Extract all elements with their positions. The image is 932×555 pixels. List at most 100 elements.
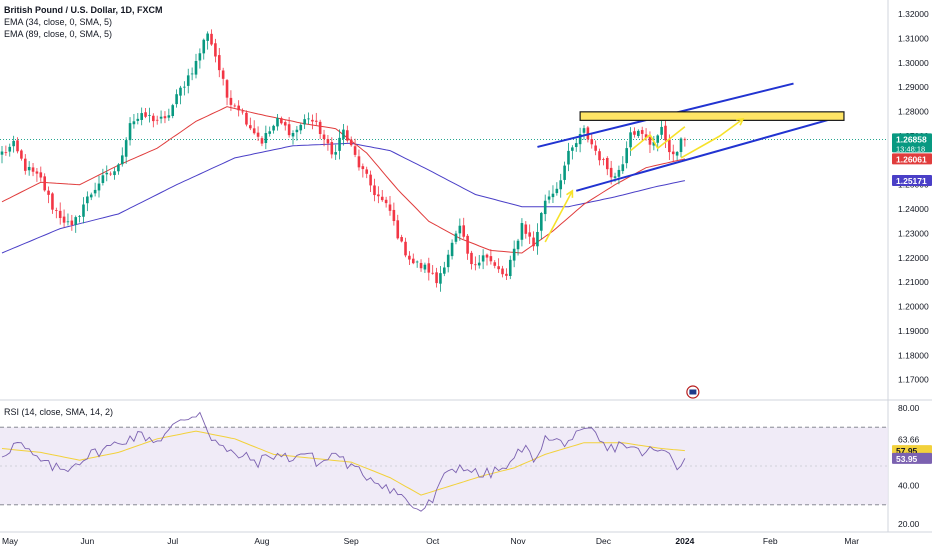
candle-body — [458, 225, 462, 234]
ema34-legend[interactable]: EMA (34, close, 0, SMA, 5) — [4, 17, 113, 27]
candle-body — [660, 126, 663, 135]
candle-body — [183, 86, 186, 88]
ema89-legend[interactable]: EMA (89, close, 0, SMA, 5) — [4, 29, 113, 39]
candle-body — [264, 133, 268, 144]
candle-body — [419, 262, 423, 269]
candle-body — [349, 139, 353, 146]
candle-body — [291, 133, 295, 137]
candle-body — [512, 248, 516, 261]
candle-body — [237, 105, 240, 111]
candle-body — [571, 147, 574, 151]
candle-body — [229, 97, 233, 105]
time-tick-label: 2024 — [675, 536, 694, 546]
candle-body — [120, 155, 124, 165]
candle-body — [31, 167, 35, 172]
candle-body — [384, 199, 388, 204]
candle-body — [388, 204, 392, 211]
candle-body — [365, 169, 369, 174]
candle-body — [621, 164, 625, 172]
candle-body — [536, 231, 539, 247]
candle-body — [625, 148, 628, 164]
candle-body — [256, 132, 260, 137]
candle-body — [326, 139, 330, 144]
candle-body — [454, 233, 458, 242]
candle-body — [27, 166, 31, 171]
candle-body — [214, 43, 217, 57]
ema34-badge-bg — [892, 153, 932, 165]
candle-body — [671, 151, 675, 155]
candle-body — [202, 39, 206, 54]
candle-body — [602, 158, 605, 160]
candle-body — [74, 217, 78, 225]
candle-body — [295, 129, 299, 133]
time-tick-label: Aug — [254, 536, 269, 546]
candle-body — [155, 119, 159, 121]
price-tick-label: 1.18000 — [898, 350, 929, 360]
candle-body — [528, 232, 531, 237]
candle-body — [392, 209, 396, 222]
candle-body — [307, 118, 310, 120]
candle-body — [637, 130, 640, 136]
candle-body — [629, 132, 632, 148]
candle-body — [132, 121, 136, 125]
candle-body — [613, 176, 617, 178]
candle-body — [16, 140, 19, 152]
candle-body — [582, 128, 586, 133]
price-tick-label: 1.20000 — [898, 302, 929, 312]
candle-body — [338, 137, 341, 151]
candle-body — [439, 273, 442, 284]
candle-body — [206, 33, 209, 41]
candle-body — [249, 125, 252, 129]
candle-body — [136, 118, 140, 121]
rsi-tick-label: 63.66 — [898, 435, 920, 445]
candle-body — [594, 145, 597, 151]
candle-body — [633, 131, 636, 135]
candle-body — [144, 112, 147, 117]
candle-body — [148, 114, 151, 116]
candle-body — [252, 128, 256, 134]
ema89-badge: 1.25171 — [892, 175, 932, 187]
rsi-legend-label[interactable]: RSI (14, close, SMA, 14, 2) — [4, 407, 114, 417]
arrow-head-end — [736, 117, 745, 126]
rsi-ma-badge-text: 57.95 — [896, 446, 918, 456]
candle-body — [140, 113, 143, 120]
price-tick-label: 1.30000 — [898, 58, 929, 68]
symbol-title[interactable]: British Pound / U.S. Dollar, 1D, FXCM — [4, 5, 163, 15]
candle-body — [283, 122, 287, 126]
candle-body — [400, 237, 403, 242]
ema34-badge: 1.26061 — [892, 153, 932, 165]
candle-body — [105, 172, 109, 175]
time-tick-label: Sep — [344, 536, 359, 546]
rsi-tick-label: 80.00 — [898, 403, 920, 413]
time-tick-label: Jun — [81, 536, 95, 546]
candle-body — [39, 172, 43, 178]
candle-body — [578, 134, 582, 145]
candle-body — [66, 221, 70, 223]
candle-body — [423, 264, 427, 270]
candle-body — [497, 266, 500, 270]
candle-body — [8, 146, 12, 152]
candle-body — [508, 259, 512, 277]
candle-body — [450, 242, 454, 257]
projection-arrow-end — [680, 118, 744, 159]
rsi-band — [0, 427, 888, 505]
candle-body — [431, 272, 434, 274]
price-tick-label: 1.21000 — [898, 277, 929, 287]
candle-body — [217, 55, 221, 71]
candle-body — [656, 135, 660, 143]
candle-body — [505, 273, 508, 276]
candle-body — [97, 183, 101, 191]
rsi-tick-label: 40.00 — [898, 480, 920, 490]
price-tick-label: 1.28000 — [898, 107, 929, 117]
candle-body — [171, 105, 175, 116]
candle-body — [493, 262, 497, 266]
candle-body — [342, 129, 345, 139]
candle-body — [415, 261, 419, 263]
candle-body — [474, 264, 477, 266]
candle-body — [675, 151, 679, 156]
candle-body — [427, 263, 431, 273]
rsi-badge-bg — [892, 452, 932, 464]
candle-body — [481, 255, 485, 262]
time-tick-label: May — [2, 536, 19, 546]
